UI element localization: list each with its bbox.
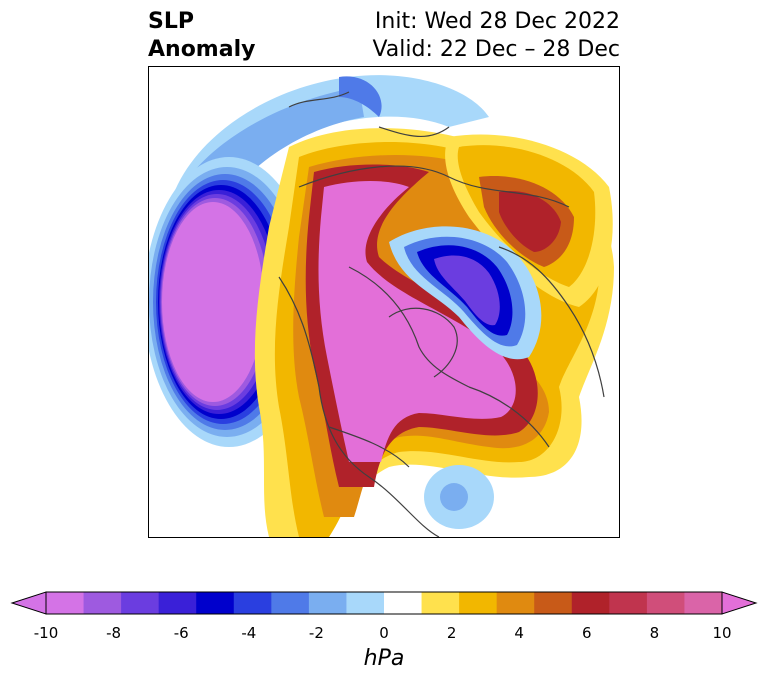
colorbar-tick-label: -10 — [33, 624, 59, 642]
colorbar-segment — [308, 592, 347, 614]
colorbar-segment — [233, 592, 272, 614]
colorbar-segment — [346, 592, 385, 614]
colorbar-units: hPa — [363, 646, 405, 671]
anomaly-neg-top-blue — [339, 76, 382, 117]
chart-title-right: Init: Wed 28 Dec 2022 Valid: 22 Dec – 28… — [372, 8, 620, 64]
arctic-high-core — [318, 181, 516, 462]
colorbar-segment — [459, 592, 498, 614]
colorbar-tick-label: -4 — [241, 624, 257, 642]
scandinavia-low-core — [434, 255, 500, 326]
title-variable-2: Anomaly — [148, 37, 256, 62]
atlantic-low-blue — [440, 483, 468, 511]
colorbar-extend-high — [721, 591, 758, 615]
colorbar-segment — [196, 592, 235, 614]
colorbar-tick-label: 6 — [582, 624, 592, 642]
coastlines — [278, 91, 605, 537]
colorbar-tick-label: 4 — [514, 624, 524, 642]
colorbar-segment — [646, 592, 685, 614]
title-valid: Valid: 22 Dec – 28 Dec — [372, 37, 620, 62]
colorbar-segment — [684, 592, 723, 614]
colorbar-tick-label: 8 — [649, 624, 660, 642]
colorbar-segment — [83, 592, 122, 614]
map-canvas — [149, 75, 615, 537]
title-init: Init: Wed 28 Dec 2022 — [374, 9, 620, 34]
colorbar-tick-label: -2 — [308, 624, 324, 642]
colorbar-tick-label: -8 — [106, 624, 122, 642]
colorbar-segment — [158, 592, 197, 614]
colorbar-segment — [46, 592, 85, 614]
title-variable: SLP — [148, 9, 194, 34]
colorbar-tick-label: 2 — [446, 624, 457, 642]
pacific-low-core — [162, 202, 264, 402]
colorbar-segment — [571, 592, 610, 614]
colorbar-tick-label: 0 — [379, 624, 389, 642]
slp-anomaly-map — [148, 66, 620, 538]
colorbar-segment — [271, 592, 310, 614]
colorbar-tick-label: 10 — [712, 624, 732, 642]
colorbar-segment — [609, 592, 648, 614]
chart-title-left: SLP Anomaly — [148, 8, 255, 64]
colorbar-tick-label: -6 — [173, 624, 189, 642]
colorbar-segment — [121, 592, 160, 614]
anomaly-neg-outer-top — [169, 75, 489, 277]
colorbar-segment — [421, 592, 460, 614]
colorbar — [10, 591, 758, 615]
siberia-high-core — [499, 191, 561, 252]
colorbar-segment — [496, 592, 535, 614]
colorbar-extend-low — [10, 591, 47, 615]
colorbar-segment — [384, 592, 423, 614]
colorbar-frame — [45, 591, 723, 615]
colorbar-segment — [534, 592, 573, 614]
